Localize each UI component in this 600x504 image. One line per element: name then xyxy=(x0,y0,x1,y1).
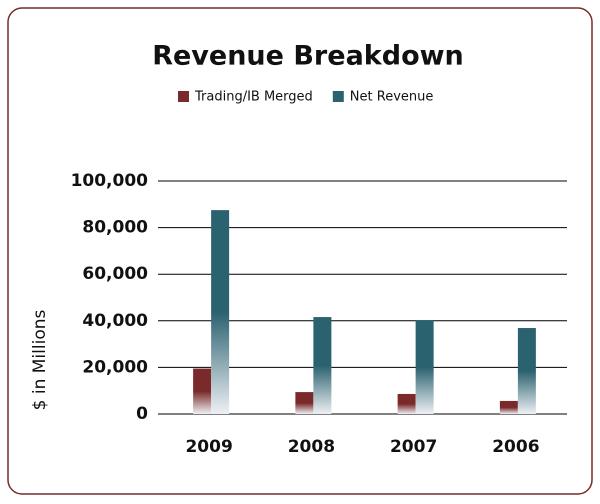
legend-label: Net Revenue xyxy=(350,90,434,105)
chart-frame xyxy=(7,7,593,495)
bar xyxy=(313,317,332,414)
x-tick-label: 2006 xyxy=(492,437,539,457)
y-tick-label: 60,000 xyxy=(82,264,148,284)
bar xyxy=(397,393,416,414)
x-tick-label: 2007 xyxy=(390,437,437,457)
y-tick-label: 80,000 xyxy=(82,218,148,238)
bar xyxy=(517,328,536,414)
x-tick-label: 2009 xyxy=(185,437,232,457)
chart-title: Revenue Breakdown xyxy=(152,41,464,72)
legend-label: Trading/IB Merged xyxy=(194,90,313,105)
y-tick-label: 0 xyxy=(136,404,148,424)
y-axis-label: $ in Millions xyxy=(30,310,50,411)
legend-swatch xyxy=(332,91,344,102)
bar xyxy=(211,210,230,414)
bar xyxy=(295,392,314,414)
bar xyxy=(193,368,212,414)
bar xyxy=(499,400,518,414)
bar xyxy=(415,320,434,414)
y-tick-label: 100,000 xyxy=(71,171,149,191)
x-tick-label: 2008 xyxy=(288,437,335,457)
y-tick-label: 40,000 xyxy=(82,311,148,331)
legend-swatch xyxy=(178,91,189,102)
y-tick-label: 20,000 xyxy=(82,357,148,377)
